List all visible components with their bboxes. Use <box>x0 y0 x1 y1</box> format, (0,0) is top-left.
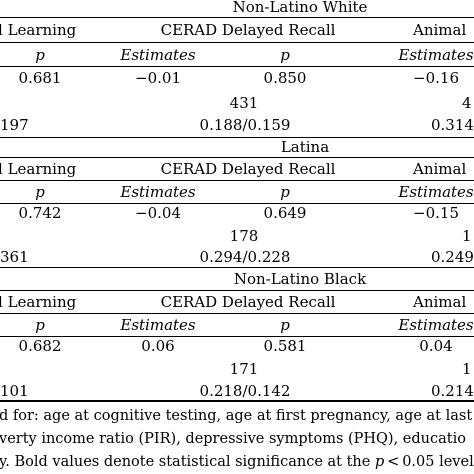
cell-estimate: −0.01 <box>135 69 181 87</box>
cell-r2: 0.314 <box>431 116 474 134</box>
cell-r2: 0.214 <box>431 382 474 400</box>
col-header-cerad: CERAD Delayed Recall <box>160 160 336 178</box>
cell-estimate: −0.04 <box>135 204 181 222</box>
subheader-p: p <box>35 183 45 201</box>
col-header-learning: l Learning <box>0 21 77 39</box>
cell-r2: 0.218/0.142 <box>199 382 291 400</box>
subheader-p: p <box>35 46 45 64</box>
subheader-estimates: Estimates <box>120 183 196 201</box>
footnote-line: verty income ratio (PIR), depressive sym… <box>0 431 466 447</box>
group-title: Non-Latino Black <box>233 270 367 288</box>
cell-estimate: −0.15 <box>413 204 459 222</box>
group-title: Non-Latino White <box>232 0 368 16</box>
rule <box>0 17 474 18</box>
col-header-learning: l Learning <box>0 160 77 178</box>
rule <box>0 66 474 67</box>
cell-n: 1 <box>462 227 472 245</box>
cell-n: 431 <box>229 94 259 112</box>
col-header-cerad: CERAD Delayed Recall <box>160 293 336 311</box>
col-header-cerad: CERAD Delayed Recall <box>160 21 336 39</box>
cell-p: 0.649 <box>263 204 307 222</box>
rule <box>0 267 474 268</box>
subheader-estimates: Estimates <box>120 316 196 334</box>
cell-r2: 0.294/0.228 <box>199 248 291 266</box>
subheader-p: p <box>280 183 290 201</box>
col-header-animal: Animal <box>413 21 467 39</box>
rule <box>0 313 474 314</box>
subheader-estimates: Estimates <box>398 183 474 201</box>
cell-n: 171 <box>229 360 259 378</box>
cell-estimate: −0.16 <box>413 69 459 87</box>
rule <box>0 290 474 291</box>
cell-estimate: 0.06 <box>141 337 175 355</box>
cell-r2: 0.249 <box>431 248 474 266</box>
subheader-p: p <box>280 46 290 64</box>
subheader-p: p <box>35 316 45 334</box>
cell-p: 0.681 <box>18 69 62 87</box>
rule <box>0 42 474 43</box>
cell-r2: 0.188/0.159 <box>199 116 291 134</box>
footnote-line: d for: age at cognitive testing, age at … <box>0 408 474 424</box>
col-header-animal: Animal <box>413 293 467 311</box>
col-header-animal: Animal <box>413 160 467 178</box>
cell-p: 0.682 <box>18 337 62 355</box>
footnote-text: y. Bold values denote statistical signif… <box>0 454 375 470</box>
col-header-learning: l Learning <box>0 293 77 311</box>
footnote-text: < 0.05 level. <box>384 454 474 470</box>
rule <box>0 336 474 337</box>
footnote-line: y. Bold values denote statistical signif… <box>0 453 474 471</box>
rule <box>0 180 474 181</box>
cell-p: 0.742 <box>18 204 62 222</box>
cell-p: 0.850 <box>263 69 307 87</box>
cell-n: 178 <box>229 227 259 245</box>
cell-n: 1 <box>462 360 472 378</box>
subheader-p: p <box>280 316 290 334</box>
rule <box>0 157 474 158</box>
table-bottom-rule <box>0 400 474 402</box>
cell-estimate: 0.04 <box>419 337 453 355</box>
group-title: Latina <box>280 138 330 156</box>
subheader-estimates: Estimates <box>120 46 196 64</box>
cell-n: 4 <box>462 94 472 112</box>
subheader-estimates: Estimates <box>398 316 474 334</box>
cell-r2: 101 <box>0 382 29 400</box>
rule <box>0 137 474 138</box>
footnote-p: p <box>374 454 385 470</box>
cell-r2: 197 <box>0 116 29 134</box>
cell-p: 0.581 <box>263 337 307 355</box>
cell-r2: 361 <box>0 248 29 266</box>
subheader-estimates: Estimates <box>398 46 474 64</box>
rule <box>0 203 474 204</box>
